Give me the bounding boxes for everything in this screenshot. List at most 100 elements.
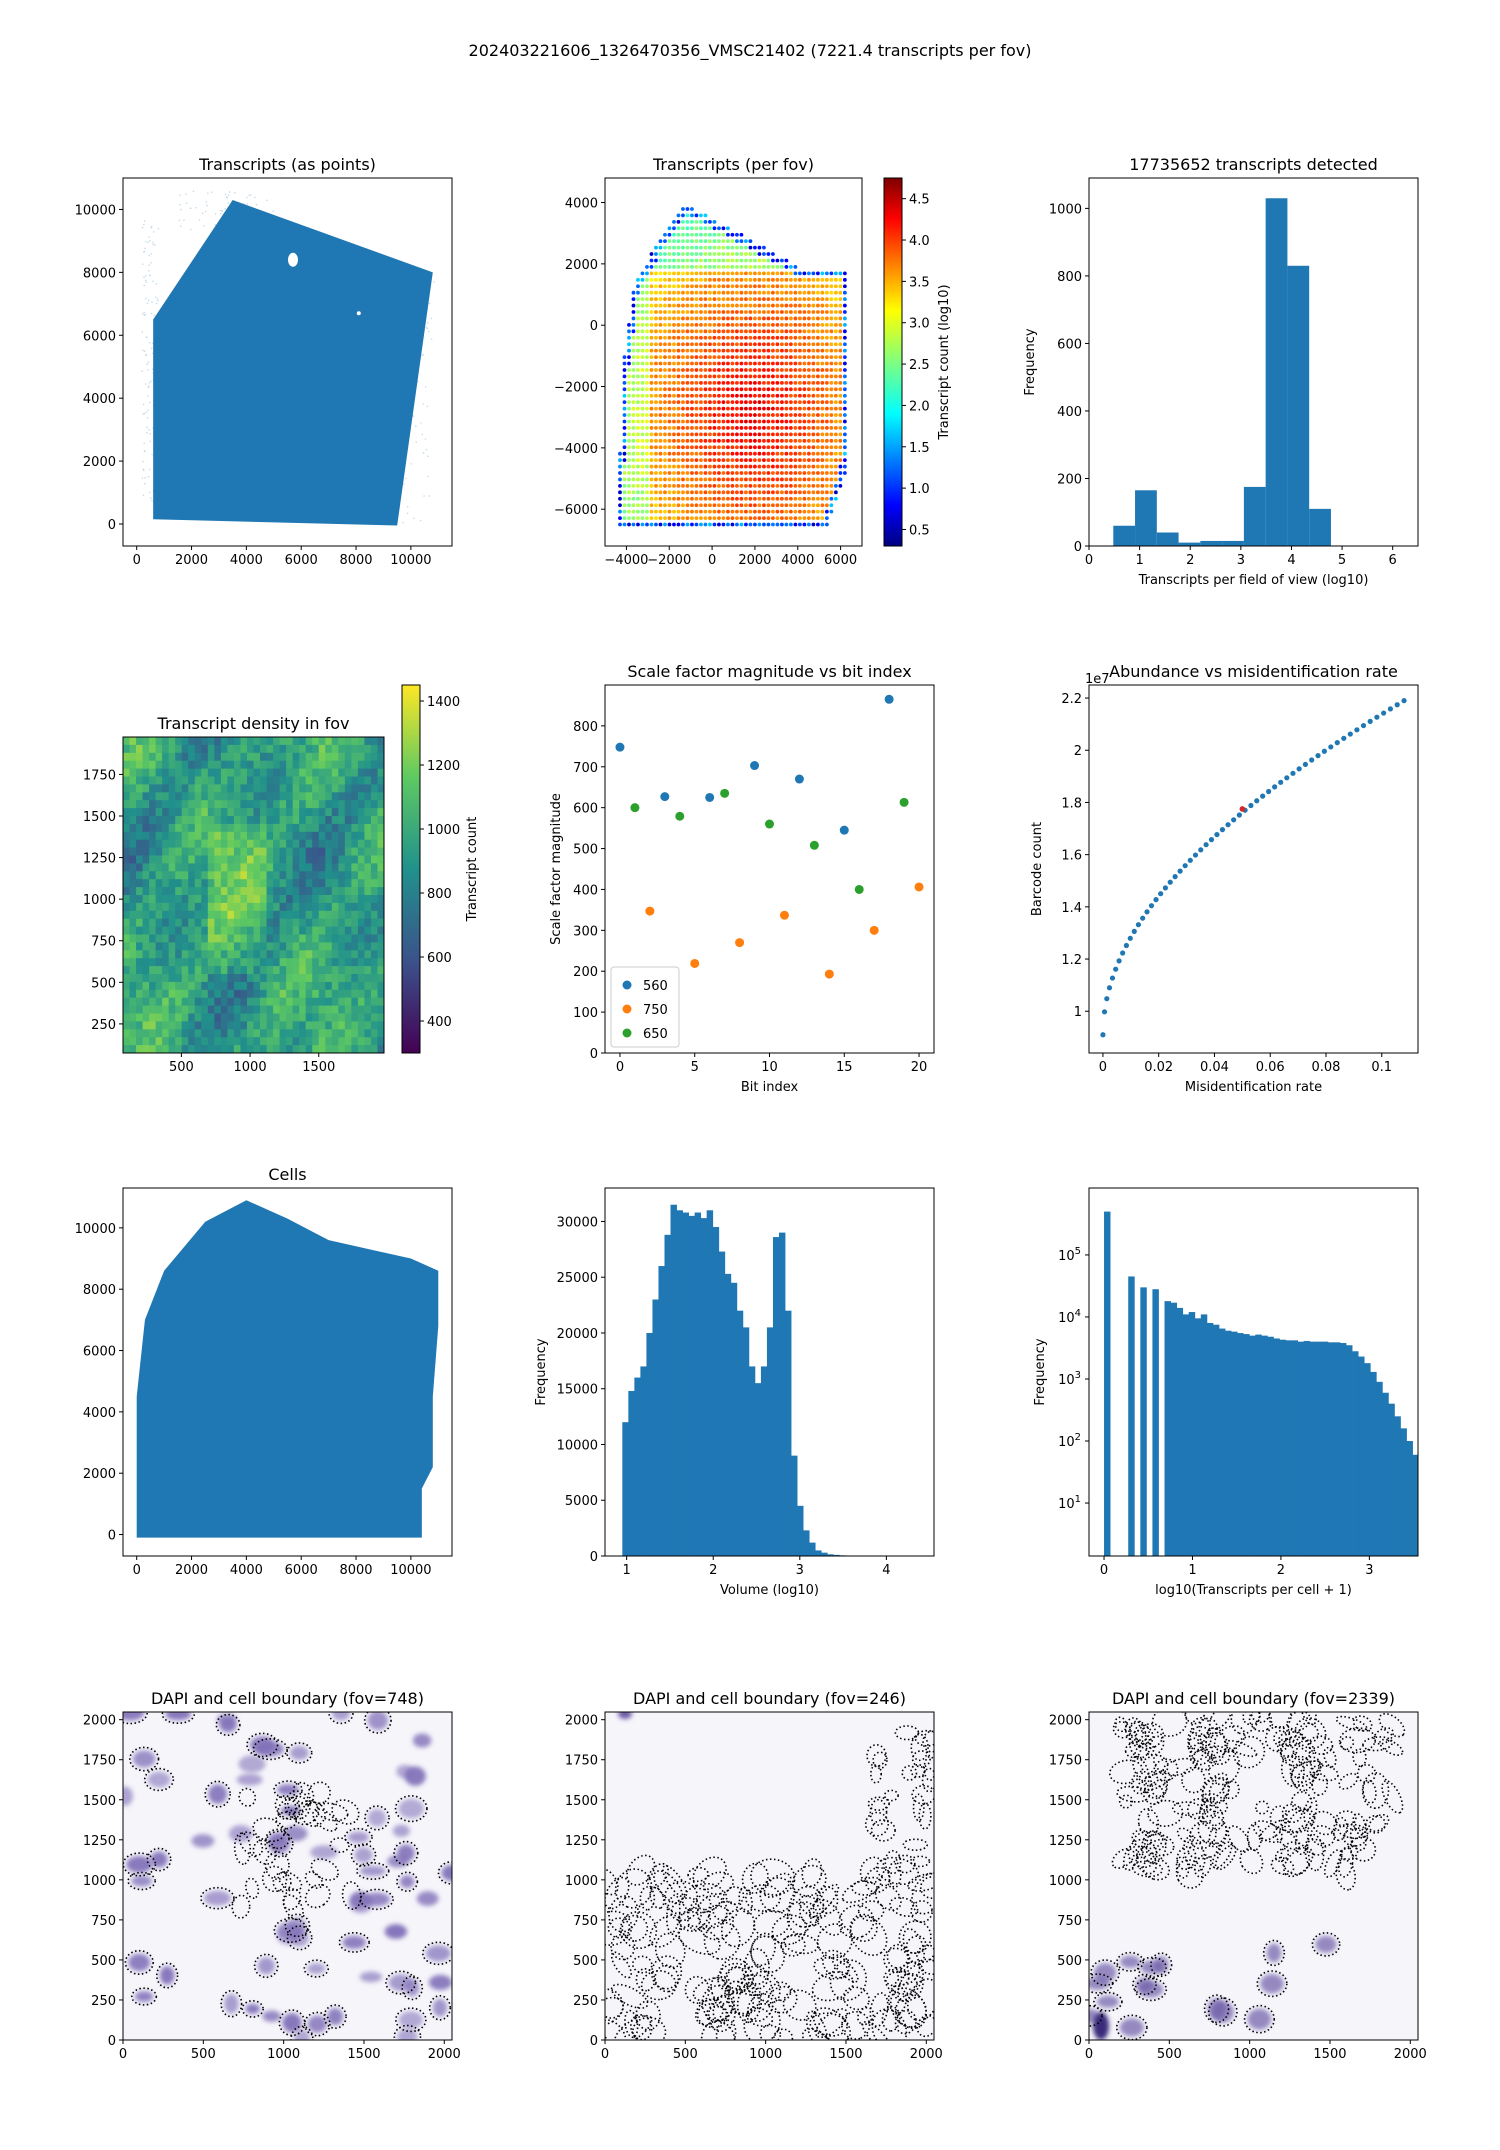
hist-bar	[1376, 1381, 1383, 1556]
fov-point	[730, 490, 735, 495]
sparse-point	[152, 231, 155, 233]
fov-point	[739, 419, 744, 424]
fov-point	[685, 219, 690, 224]
fov-point	[815, 303, 820, 308]
cell-boundary	[889, 1987, 928, 2030]
fov-point	[780, 277, 784, 282]
cell-boundary	[1332, 1816, 1348, 1842]
density-cell	[162, 950, 170, 959]
barcode-point	[1254, 798, 1260, 804]
density-cell	[155, 744, 163, 754]
density-cell	[279, 839, 287, 849]
density-cell	[312, 752, 320, 762]
density-cell	[220, 1029, 228, 1038]
fov-point	[766, 290, 771, 295]
fov-point	[667, 374, 672, 379]
density-cell	[207, 737, 215, 746]
fov-point	[699, 509, 703, 514]
fov-point	[690, 322, 694, 327]
density-cell	[370, 1021, 378, 1030]
fov-point	[622, 458, 627, 463]
cell-boundary	[1198, 1797, 1217, 1825]
fov-point	[753, 509, 757, 514]
cell-boundary	[252, 1839, 277, 1865]
density-cell	[233, 1005, 241, 1014]
fov-point	[797, 426, 802, 430]
density-cell	[207, 974, 215, 983]
cell-boundary	[338, 1931, 370, 1953]
sparse-point	[146, 416, 149, 419]
fov-point	[762, 387, 766, 392]
fov-point	[771, 426, 775, 430]
fov-point	[748, 284, 753, 289]
fov-point	[676, 368, 681, 372]
cell-boundary	[1273, 1828, 1301, 1851]
hist-bar	[1255, 1334, 1262, 1556]
density-cell	[181, 974, 189, 983]
density-cell	[266, 744, 274, 754]
fov-point	[726, 271, 730, 276]
density-cell	[136, 863, 144, 872]
fov-point	[739, 348, 744, 353]
fov-point	[672, 368, 676, 372]
y-tick-label: 300	[573, 924, 598, 939]
fov-point	[788, 458, 793, 463]
fov-point	[833, 419, 838, 424]
density-cell	[155, 752, 163, 762]
density-cell	[318, 1005, 326, 1014]
density-cell	[246, 910, 254, 920]
fov-point	[627, 503, 631, 508]
density-cell	[188, 918, 196, 928]
density-cell	[312, 902, 320, 912]
fov-point	[797, 483, 802, 488]
fov-point	[640, 406, 645, 411]
density-cell	[129, 1029, 137, 1038]
density-cell	[344, 974, 352, 983]
density-cell	[149, 950, 157, 959]
density-cell	[227, 934, 235, 943]
hist-bar	[1152, 1289, 1159, 1556]
barcode-point	[1296, 766, 1302, 772]
density-cell	[292, 1021, 300, 1030]
fov-point	[627, 368, 631, 372]
fov-point	[636, 316, 640, 321]
density-cell	[318, 760, 326, 770]
fov-point	[771, 387, 775, 392]
density-cell	[318, 800, 326, 809]
fov-point	[712, 413, 717, 417]
fov-point	[748, 406, 753, 411]
density-cell	[357, 847, 365, 856]
density-cell	[331, 744, 339, 754]
fov-point	[622, 400, 627, 405]
fov-point	[699, 496, 703, 501]
density-cell	[246, 831, 254, 841]
p8-axes: 1 2 3 4050001000015000200002500030000Volume…	[534, 1187, 935, 1598]
nucleus	[1260, 1973, 1284, 1994]
density-cell	[331, 950, 339, 959]
density-cell	[370, 784, 378, 793]
density-cell	[181, 839, 189, 849]
cell-boundary	[911, 1750, 931, 1768]
hist-bar	[1237, 1333, 1244, 1556]
barcode-point	[1116, 958, 1122, 964]
fov-point	[672, 355, 676, 359]
density-cell	[253, 950, 261, 959]
sparse-point	[150, 312, 153, 315]
fov-point	[753, 438, 757, 443]
fov-point	[681, 322, 685, 327]
barcode-point	[1219, 827, 1226, 833]
density-cell	[318, 871, 326, 880]
density-cell	[181, 871, 189, 880]
density-cell	[168, 784, 176, 793]
fov-point	[645, 490, 649, 495]
fov-point	[829, 419, 834, 424]
density-cell	[286, 887, 294, 896]
density-cell	[370, 895, 378, 904]
density-cell	[220, 776, 228, 785]
density-cell	[299, 760, 307, 770]
fov-point	[771, 374, 775, 379]
density-cell	[129, 958, 137, 967]
fov-point	[712, 393, 717, 398]
cell-boundary	[630, 2014, 653, 2040]
fov-point	[757, 348, 762, 353]
